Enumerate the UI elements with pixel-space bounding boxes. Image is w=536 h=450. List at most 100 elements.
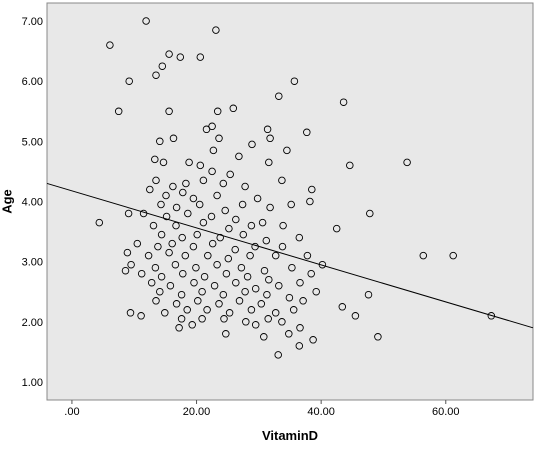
data-point	[288, 263, 296, 272]
data-point	[241, 182, 249, 191]
y-tick-label: 4.00	[22, 197, 43, 209]
data-point	[278, 176, 286, 185]
data-point	[351, 312, 360, 320]
data-point	[266, 203, 274, 212]
data-point	[188, 321, 196, 329]
data-point	[199, 218, 208, 227]
data-point	[208, 167, 216, 176]
data-point	[213, 191, 221, 200]
data-point	[196, 161, 205, 170]
data-point	[183, 306, 191, 314]
data-point	[231, 245, 239, 254]
data-point	[338, 303, 347, 311]
data-point	[165, 50, 173, 58]
data-point	[124, 209, 133, 218]
data-point	[144, 251, 153, 260]
data-point	[157, 272, 166, 281]
data-point	[210, 281, 219, 290]
data-point	[260, 333, 268, 341]
data-point	[278, 242, 287, 251]
data-point	[190, 278, 198, 287]
data-point	[263, 290, 271, 299]
data-point	[172, 203, 181, 212]
data-point	[181, 251, 190, 260]
data-point	[147, 278, 156, 287]
data-point	[364, 290, 373, 299]
data-point	[295, 233, 304, 242]
data-point	[169, 134, 178, 143]
data-point	[243, 272, 252, 281]
data-point	[221, 206, 229, 215]
data-point	[152, 297, 160, 305]
data-point	[229, 104, 238, 113]
data-point	[202, 125, 211, 134]
data-point	[171, 260, 180, 269]
data-point	[290, 77, 299, 85]
data-point	[121, 266, 130, 275]
data-point	[309, 336, 317, 344]
data-point	[207, 212, 216, 221]
data-point	[137, 269, 146, 278]
data-point	[157, 200, 165, 209]
x-tick-label: 40.00	[307, 406, 335, 418]
data-point	[151, 263, 160, 272]
data-point	[308, 185, 316, 194]
data-point	[213, 260, 221, 269]
data-point	[285, 293, 294, 302]
data-point	[374, 333, 382, 341]
data-point	[185, 158, 193, 167]
data-point	[127, 260, 135, 269]
data-point	[123, 248, 132, 257]
data-point	[209, 146, 218, 155]
y-tick-label: 1.00	[22, 377, 43, 389]
data-point	[265, 275, 273, 284]
data-point	[199, 176, 208, 185]
data-point	[166, 281, 175, 290]
data-point	[296, 324, 304, 332]
data-point	[251, 284, 260, 293]
data-point	[212, 26, 220, 34]
data-point	[225, 309, 234, 317]
data-point	[242, 318, 250, 326]
data-point	[274, 351, 282, 359]
data-point	[275, 92, 283, 100]
y-axis-title: Age	[0, 189, 14, 214]
data-point	[198, 287, 206, 296]
data-point	[152, 71, 160, 79]
data-point	[159, 158, 168, 167]
data-point	[193, 230, 201, 239]
data-point	[285, 330, 293, 338]
data-point	[151, 155, 159, 164]
data-point	[241, 287, 249, 296]
data-point	[106, 41, 114, 49]
data-point	[366, 209, 374, 218]
data-point	[258, 218, 267, 227]
data-point	[165, 107, 173, 116]
data-point	[265, 158, 273, 167]
data-point	[239, 230, 248, 239]
data-point	[262, 236, 271, 245]
x-tick-label: .00	[64, 406, 79, 418]
data-point	[204, 251, 212, 260]
data-point	[219, 290, 228, 299]
x-tick-label: 20.00	[183, 406, 211, 418]
data-point	[296, 278, 304, 287]
data-point	[275, 281, 283, 290]
data-point	[303, 128, 311, 137]
data-point	[307, 269, 315, 278]
data-point	[287, 200, 295, 209]
data-point	[216, 233, 224, 242]
data-point	[222, 269, 231, 278]
data-point	[178, 233, 186, 242]
data-point	[312, 287, 320, 296]
data-point	[238, 200, 247, 209]
data-point	[226, 170, 234, 179]
data-point	[189, 242, 198, 251]
data-point	[165, 248, 173, 257]
data-point	[346, 161, 354, 170]
data-point	[142, 17, 150, 25]
fit-line	[46, 182, 534, 329]
y-tick-label: 3.00	[22, 257, 43, 269]
data-point	[114, 107, 123, 116]
